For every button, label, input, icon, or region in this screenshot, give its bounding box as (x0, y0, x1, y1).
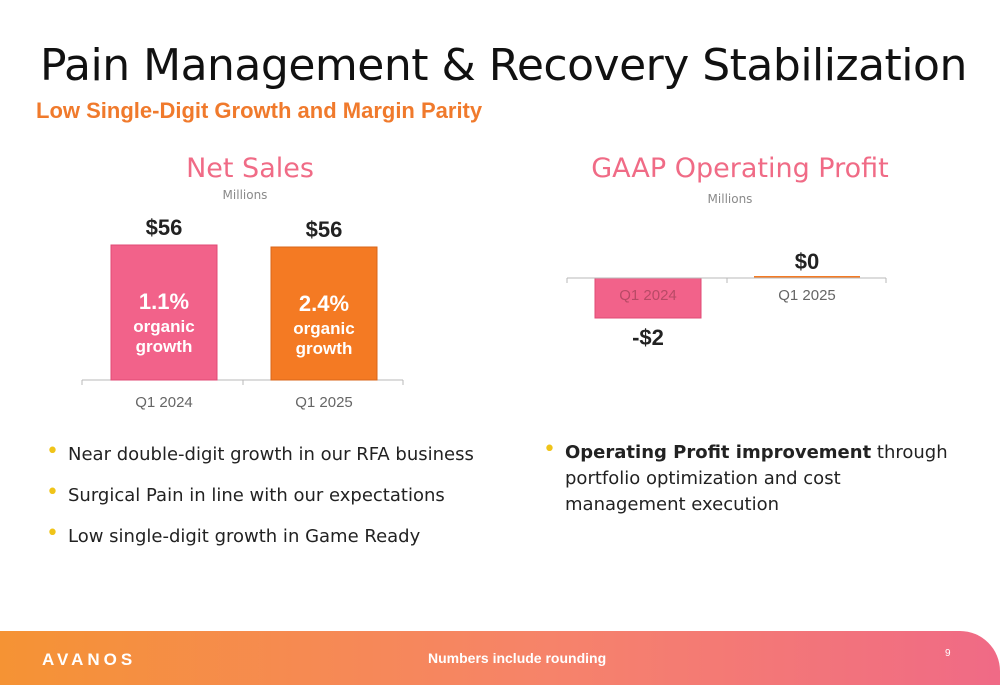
bullet-dot-icon: • (543, 437, 556, 462)
data-label: $0 (795, 249, 819, 274)
bullet-item: • Operating Profit improvement through po… (541, 437, 961, 518)
avanos-logo: AVANOS (42, 650, 137, 669)
bullet-dot-icon: • (46, 480, 59, 505)
slide-title: Pain Management & Recovery Stabilization (40, 40, 967, 91)
x-tick-label: Q1 2024 (135, 394, 193, 411)
bullet-item: • Surgical Pain in line with our expectat… (46, 480, 445, 506)
bullet-text: through portfolio optimization and cost … (565, 442, 948, 515)
gaap-op-chart-title: GAAP Operating Profit (591, 153, 889, 184)
bar-annotation-text: organic (133, 317, 194, 336)
x-tick-label: Q1 2024 (619, 287, 677, 304)
bar (110, 244, 218, 381)
data-label: -$2 (632, 325, 664, 350)
net-sales-chart-title: Net Sales (186, 153, 314, 184)
page-number: 9 (945, 648, 951, 659)
bullet-bold-text: Operating Profit improvement (565, 442, 872, 463)
net-sales-units: Millions (222, 188, 268, 202)
bullet-dot-icon: • (46, 439, 59, 464)
bullet-item: • Near double-digit growth in our RFA bus… (46, 439, 474, 465)
bar-annotation-pct: 2.4% (299, 291, 349, 316)
bullet-item: • Low single-digit growth in Game Ready (46, 521, 421, 547)
bar-annotation-text: growth (136, 337, 193, 356)
data-label: $56 (306, 217, 343, 242)
bar (754, 276, 860, 278)
bar (270, 246, 378, 381)
gaap-op-units: Millions (707, 192, 753, 206)
bar-annotation-text: growth (296, 339, 353, 358)
bar-annotation-text: organic (293, 319, 354, 338)
op-profit-bullets: • Operating Profit improvement through po… (541, 437, 961, 518)
footer-band (0, 631, 1000, 685)
bullet-dot-icon: • (46, 521, 59, 546)
gaap-op-chart: -$2 $0 Q1 2024 Q1 2025 (566, 249, 887, 350)
x-tick-label: Q1 2025 (778, 287, 836, 304)
bar-annotation-pct: 1.1% (139, 289, 189, 314)
x-tick-label: Q1 2025 (295, 394, 353, 411)
slide-subtitle: Low Single-Digit Growth and Margin Parit… (36, 98, 483, 123)
data-label: $56 (146, 215, 183, 240)
net-sales-bullets: • Near double-digit growth in our RFA bus… (44, 439, 514, 550)
footnote: Numbers include rounding (428, 650, 607, 666)
